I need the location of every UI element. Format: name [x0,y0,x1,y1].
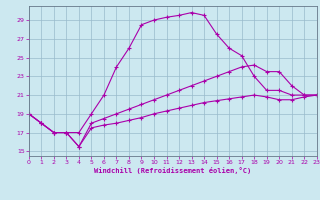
X-axis label: Windchill (Refroidissement éolien,°C): Windchill (Refroidissement éolien,°C) [94,167,252,174]
